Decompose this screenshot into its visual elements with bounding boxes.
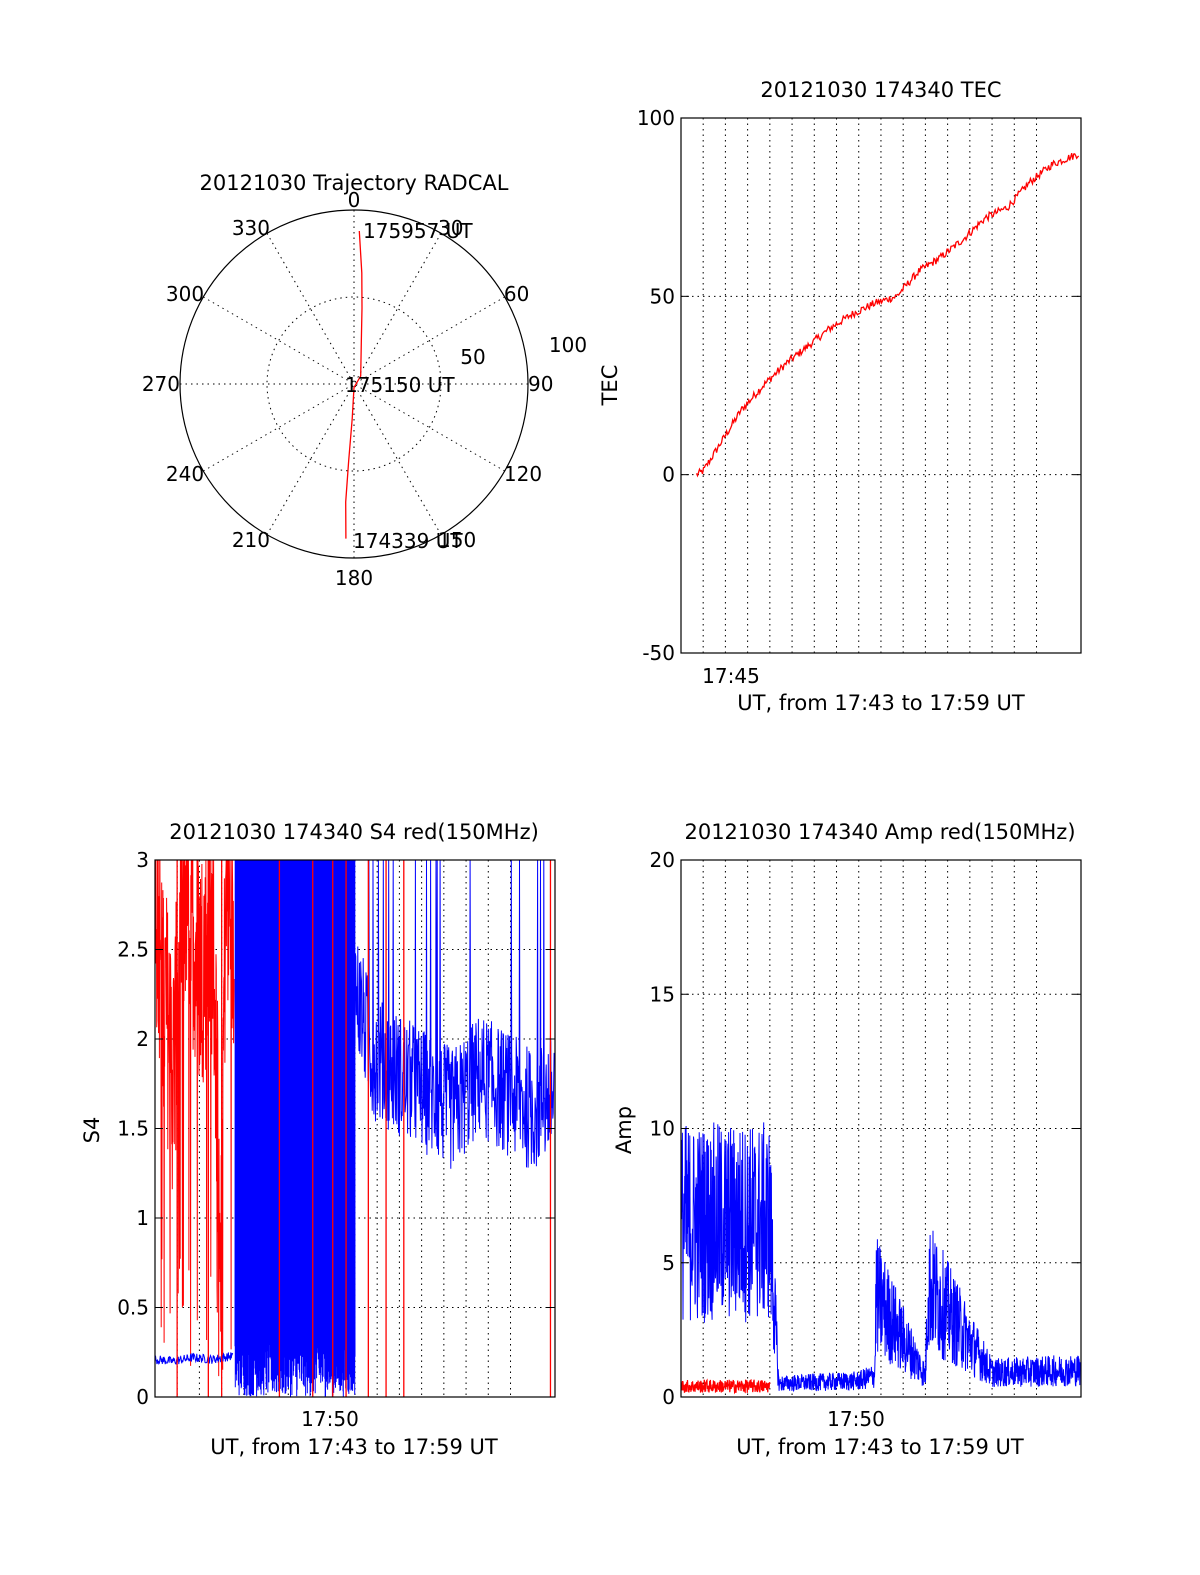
y-tick-label: 5 (662, 1251, 675, 1275)
y-tick-label: 2 (136, 1027, 149, 1051)
tec-title: 20121030 174340 TEC (760, 78, 1001, 102)
amp-y-ticks: 0 5 10 15 20 (650, 848, 1081, 1409)
y-tick-label: 15 (650, 982, 675, 1006)
amp-red-series (680, 1378, 771, 1395)
polar-azimuth-label: 180 (335, 566, 373, 590)
s4-blue-high-series (266, 859, 555, 1169)
polar-azimuth-label: 60 (504, 282, 529, 306)
s4-y-axis-label: S4 (80, 1117, 104, 1144)
y-tick-label: 10 (650, 1117, 675, 1141)
s4-title: 20121030 174340 S4 red(150MHz) (169, 820, 539, 844)
tec-frame (680, 117, 1082, 654)
polar-azimuth-label: 240 (166, 462, 204, 486)
polar-radial-label-100: 100 (549, 333, 587, 357)
y-tick-label: 0 (136, 1385, 149, 1409)
polar-azimuth-label: 300 (166, 282, 204, 306)
s4-blue-low-series (154, 1352, 234, 1365)
polar-panel: 20121030 Trajectory RADCAL 0 30 60 90 120 150… (142, 171, 587, 590)
tec-x-axis-label: UT, from 17:43 to 17:59 UT (737, 691, 1025, 715)
y-tick-label: 0 (662, 1385, 675, 1409)
tec-series-line (695, 153, 1080, 478)
amp-title: 20121030 174340 Amp red(150MHz) (684, 820, 1075, 844)
tec-grid (681, 118, 1081, 653)
polar-inner-circle (266, 296, 442, 472)
y-tick-label: 3 (136, 848, 149, 872)
y-tick-label: 1 (136, 1206, 149, 1230)
s4-panel: 20121030 174340 S4 red(150MHz) 0 0.5 1 1.5 2… (80, 820, 556, 1459)
amp-series (680, 1122, 1081, 1395)
polar-azimuth-label: 270 (142, 372, 180, 396)
amp-blue-series (680, 1122, 1081, 1393)
polar-azimuth-label: 150 (438, 528, 476, 552)
y-tick-label: 0.5 (117, 1296, 149, 1320)
amp-x-axis-label: UT, from 17:43 to 17:59 UT (736, 1435, 1024, 1459)
s4-x-axis-label: UT, from 17:43 to 17:59 UT (210, 1435, 498, 1459)
tec-panel: 20121030 174340 TEC -50 0 50 100 17:45 UT, … (598, 78, 1082, 715)
y-tick-label: 2.5 (117, 938, 149, 962)
s4-blue-saturated-series (234, 859, 356, 1397)
s4-x-tick-label: 17:50 (301, 1407, 359, 1431)
polar-azimuth-label: 120 (504, 462, 542, 486)
amp-x-tick-label: 17:50 (827, 1407, 885, 1431)
trajectory-start-label: 174339 UT (353, 529, 463, 553)
y-tick-label: 50 (650, 284, 675, 308)
trajectory-mid-label: 175150 UT (345, 373, 455, 397)
polar-azimuth-label: 210 (232, 528, 270, 552)
polar-title: 20121030 Trajectory RADCAL (200, 171, 509, 195)
s4-red-series (154, 859, 235, 1384)
trajectory-end-label: 175957 UT (363, 219, 473, 243)
polar-azimuth-label: 0 (348, 188, 361, 212)
polar-azimuth-label: 30 (438, 216, 463, 240)
y-tick-label: 1.5 (117, 1117, 149, 1141)
polar-azimuth-label: 90 (528, 372, 553, 396)
amp-y-axis-label: Amp (612, 1106, 636, 1154)
tec-y-axis-label: TEC (598, 365, 622, 407)
polar-azimuth-labels: 0 30 60 90 120 150 180 210 240 270 300 330 (142, 188, 554, 590)
y-tick-label: 0 (662, 463, 675, 487)
tec-y-ticks: -50 0 50 100 (637, 106, 1081, 665)
s4-series (154, 859, 555, 1397)
y-tick-label: 20 (650, 848, 675, 872)
polar-radial-label-50: 50 (460, 345, 485, 369)
amp-grid (681, 860, 1081, 1397)
y-tick-label: -50 (642, 641, 675, 665)
tec-x-tick-label: 17:45 (702, 664, 760, 688)
amp-panel: 20121030 174340 Amp red(150MHz) 0 5 10 15 20… (612, 820, 1082, 1459)
s4-y-ticks: 0 0.5 1 1.5 2 2.5 3 (117, 848, 555, 1409)
y-tick-label: 100 (637, 106, 675, 130)
polar-azimuth-label: 330 (232, 216, 270, 240)
trajectory-line (345, 230, 363, 539)
